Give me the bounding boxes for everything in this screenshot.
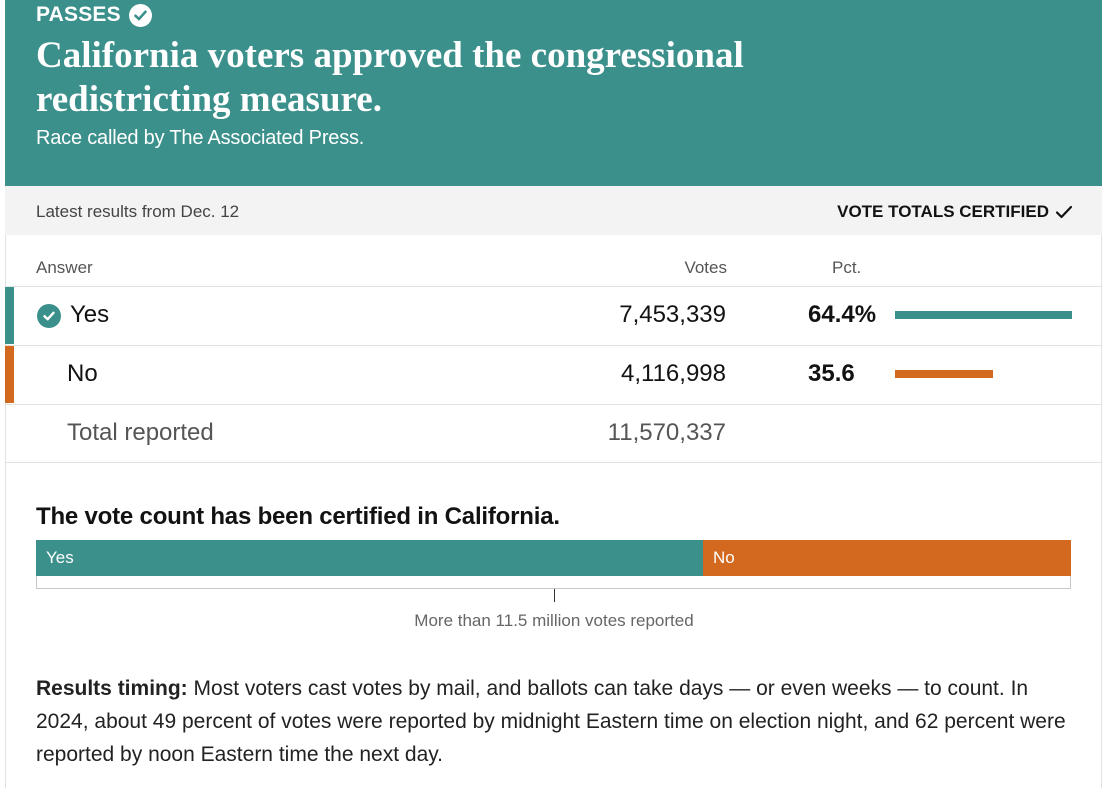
percent-bar (895, 370, 993, 378)
yes-segment: Yes (36, 540, 703, 576)
total-label: Total reported (67, 419, 214, 446)
column-header-pct: Pct. (832, 258, 862, 277)
yes-segment-label: Yes (46, 548, 74, 567)
latest-results-bar: Latest results from Dec. 12 VOTE TOTALS … (5, 186, 1102, 235)
vote-count: 4,116,998 (621, 360, 726, 387)
vote-percent: 64.4% (808, 301, 877, 328)
total-votes: 11,570,337 (607, 419, 726, 446)
checkmark-icon (1055, 205, 1073, 219)
vote-percent: 35.6 (808, 360, 855, 387)
table-row: No 4,116,998 35.6 (5, 345, 1102, 403)
page-title: California voters approved the congressi… (36, 35, 744, 120)
latest-results-text: Latest results from Dec. 12 (36, 202, 240, 221)
total-row: Total reported 11,570,337 (5, 404, 1102, 463)
reported-track (36, 576, 1071, 589)
answer-label: No (67, 360, 98, 387)
column-header-answer: Answer (36, 258, 93, 277)
no-segment-label: No (713, 548, 735, 567)
status-label: PASSES (36, 3, 121, 26)
timing-label: Results timing: (36, 677, 188, 700)
column-header-votes: Votes (684, 258, 727, 277)
table-row: Yes 7,453,339 64.4% (5, 286, 1102, 344)
certified-heading: The vote count has been certified in Cal… (36, 503, 560, 530)
midpoint-tick (554, 589, 555, 602)
answer-label: Yes (70, 301, 110, 328)
check-circle-icon (128, 3, 152, 27)
winner-check-icon (37, 304, 61, 328)
votes-reported-label: More than 11.5 million votes reported (414, 611, 694, 630)
row-color-swatch (5, 287, 14, 344)
vote-share-bar: Yes No (36, 540, 1071, 576)
percent-bar (895, 311, 1072, 319)
no-segment: No (703, 540, 1071, 576)
result-banner: PASSES California voters approved the co… (5, 0, 1102, 186)
certified-label: VOTE TOTALS CERTIFIED (837, 202, 1049, 221)
row-color-swatch (5, 346, 14, 403)
vote-count: 7,453,339 (619, 301, 726, 328)
race-called-note: Race called by The Associated Press. (36, 127, 365, 149)
timing-text: Most voters cast votes by mail, and ball… (36, 677, 1066, 766)
certified-badge: VOTE TOTALS CERTIFIED (837, 202, 1073, 222)
status-badge: PASSES (36, 3, 152, 27)
results-timing-note: Results timing: Most voters cast votes b… (36, 672, 1076, 771)
